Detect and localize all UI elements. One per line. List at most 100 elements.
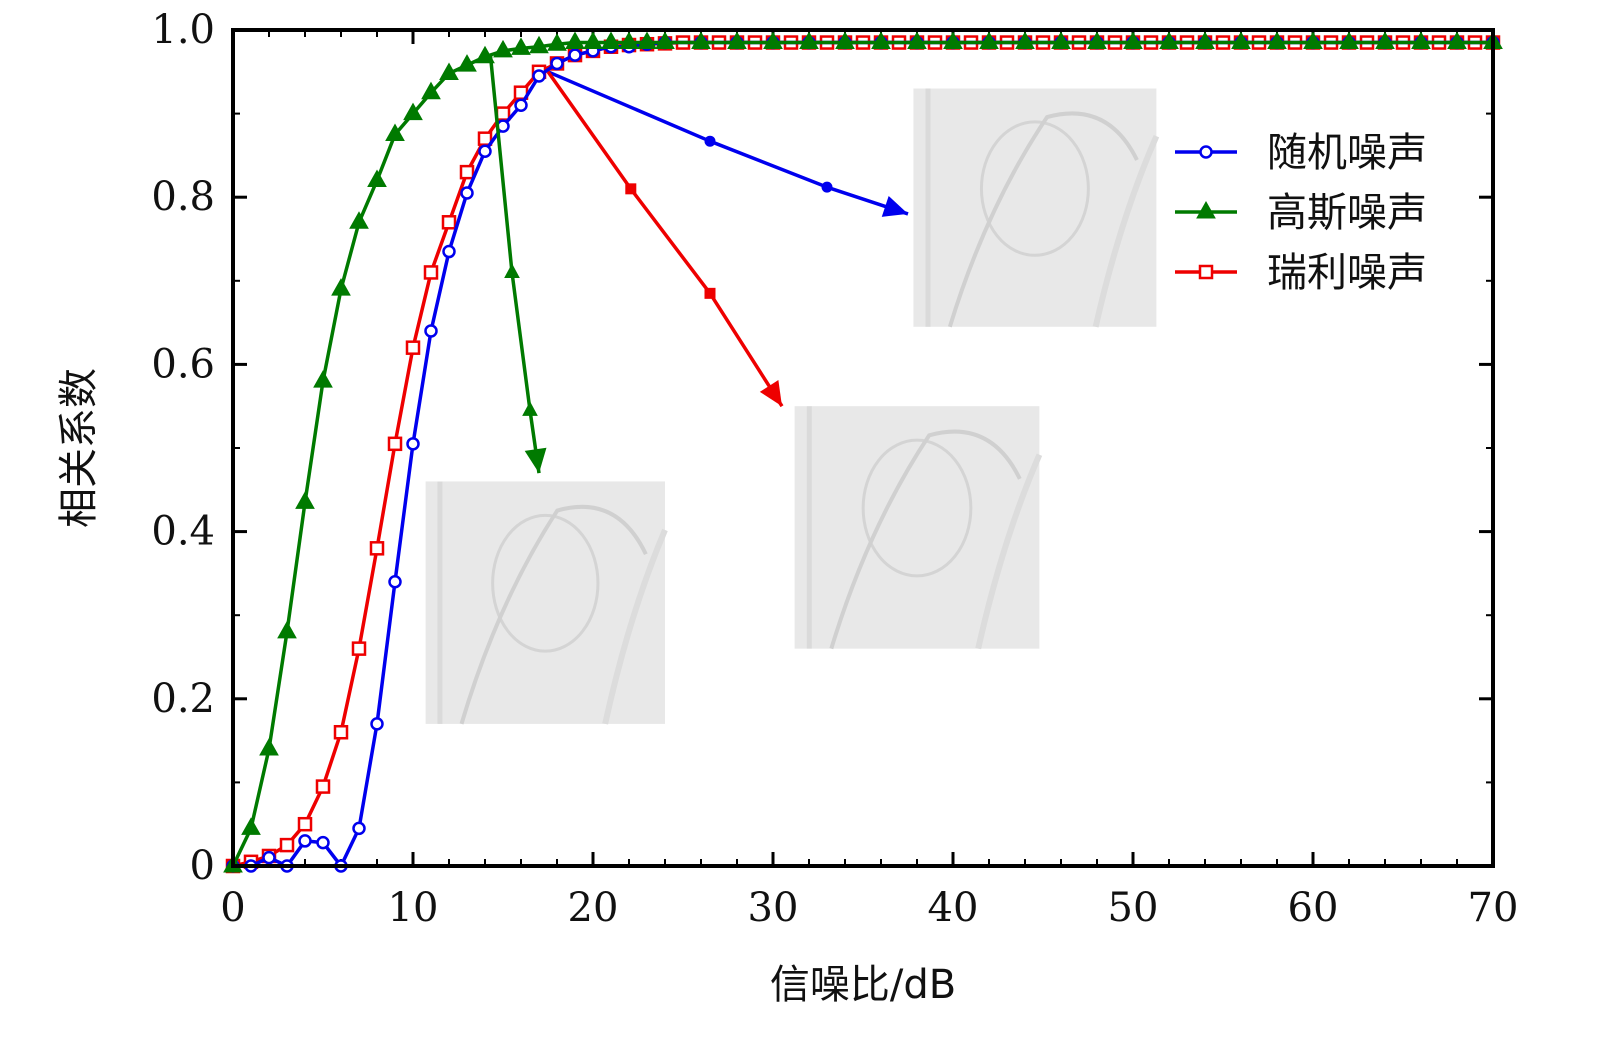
legend-label-gaussian: 高斯噪声 (1267, 190, 1427, 236)
plot-frame (231, 28, 1495, 868)
legend-marker-rayleigh (1198, 264, 1214, 280)
data-point (441, 215, 457, 230)
data-point (367, 169, 387, 187)
data-point (298, 834, 312, 848)
data-point (369, 541, 385, 556)
data-point (493, 39, 513, 58)
arrowhead (881, 195, 908, 217)
data-point (259, 737, 279, 756)
data-point (313, 370, 333, 388)
inset-shape (1092, 134, 1160, 328)
data-point (1015, 31, 1035, 50)
axes-text-layer: 0 10 20 30 40 50 60 70 0 0.2 0.4 0.6 0.8 1.0 (151, 7, 1518, 931)
inset-background (913, 88, 1157, 327)
data-point (457, 54, 477, 72)
data-point (1051, 31, 1071, 50)
data-point (387, 436, 403, 452)
data-point (370, 717, 384, 731)
y-tick-label: 0.6 (151, 341, 215, 387)
y-tick-label: 0.4 (151, 509, 215, 555)
data-point (799, 31, 819, 50)
data-point (514, 98, 528, 112)
arrowhead (524, 447, 547, 474)
data-point (351, 641, 367, 656)
data-point (349, 211, 369, 229)
data-point (352, 821, 366, 836)
data-point (529, 35, 549, 54)
data-point (907, 31, 927, 50)
data-point (547, 33, 567, 51)
inset-shape (975, 453, 1043, 650)
data-point (532, 69, 546, 83)
data-point (405, 340, 421, 355)
series-line (547, 70, 909, 216)
legend-marker-random (1199, 145, 1213, 159)
data-point (423, 265, 439, 280)
inset-rayleigh-noise-recon (794, 406, 1043, 650)
data-point (565, 31, 585, 50)
inset-shape (947, 111, 1139, 328)
data-point (691, 31, 711, 50)
data-point (442, 244, 456, 259)
data-point (478, 144, 492, 158)
series-line (546, 70, 784, 408)
series-line (488, 54, 541, 474)
data-point (331, 278, 351, 296)
data-point (1267, 31, 1287, 50)
y-tick-label: 0.8 (151, 174, 215, 220)
inset-shape (602, 528, 668, 725)
x-tick-label: 20 (568, 885, 619, 931)
data-point (495, 106, 511, 121)
data-point (504, 263, 520, 278)
data-point (522, 401, 538, 416)
x-tick-label: 50 (1108, 885, 1159, 931)
data-point (316, 835, 330, 850)
series-5 (546, 70, 784, 408)
data-point (295, 491, 315, 509)
legend: 随机噪声 高斯噪声 瑞利噪声 (1175, 130, 1427, 296)
x-tick-label: 70 (1468, 885, 1519, 931)
data-point (511, 37, 531, 55)
data-point (583, 31, 603, 50)
data-point (619, 31, 639, 50)
data-point (1231, 31, 1251, 50)
data-point (943, 31, 963, 50)
x-tick-label: 60 (1288, 885, 1339, 931)
data-point (835, 31, 855, 50)
inset-background (794, 406, 1040, 649)
inset-shape (491, 513, 600, 653)
data-point (406, 437, 420, 451)
inset-background (425, 481, 665, 724)
legend-marker-gaussian (1196, 200, 1216, 219)
data-point (460, 186, 474, 200)
data-point (1303, 31, 1323, 50)
data-point (763, 31, 783, 50)
series-4 (547, 70, 909, 217)
data-point (1087, 31, 1107, 50)
x-axis-title: 信噪比/dB (770, 962, 956, 1008)
data-point (1375, 31, 1395, 50)
data-point (279, 837, 295, 853)
data-point (821, 181, 833, 193)
legend-entry-gaussian: 高斯噪声 (1175, 190, 1427, 236)
data-point (1339, 31, 1359, 50)
y-axis-title: 相关系数 (56, 368, 102, 528)
y-tick-label: 0.2 (151, 676, 215, 722)
data-point (277, 620, 297, 639)
data-point (421, 81, 441, 100)
inset-shape (459, 504, 648, 725)
insets-layer (425, 88, 1160, 725)
data-point (315, 779, 331, 794)
data-point (727, 31, 747, 50)
x-tick-label: 40 (928, 885, 979, 931)
inset-shape (861, 438, 973, 578)
legend-label-rayleigh: 瑞利噪声 (1267, 250, 1427, 296)
data-point (1195, 31, 1215, 50)
x-tick-label: 10 (388, 885, 439, 931)
data-point (625, 183, 637, 195)
series-3 (488, 54, 547, 474)
y-tick-label: 1.0 (151, 7, 215, 53)
data-point (297, 816, 313, 832)
data-point (655, 31, 675, 50)
x-tick-label: 0 (220, 885, 245, 931)
